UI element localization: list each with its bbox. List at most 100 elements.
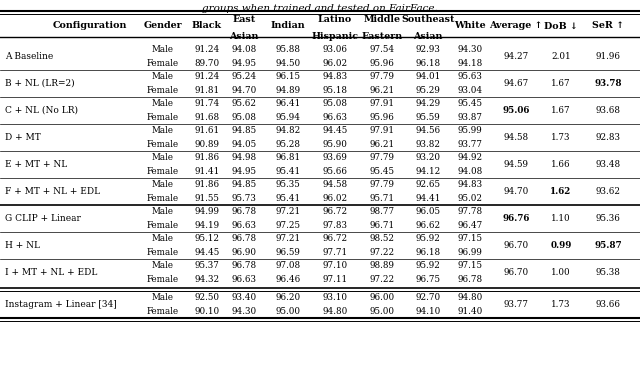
Text: Female: Female	[147, 140, 179, 149]
Text: 94.30: 94.30	[458, 45, 483, 54]
Text: 95.35: 95.35	[276, 180, 300, 189]
Text: 98.77: 98.77	[369, 207, 395, 216]
Text: White: White	[454, 21, 486, 31]
Text: 93.48: 93.48	[595, 160, 621, 169]
Text: 94.29: 94.29	[415, 99, 440, 108]
Text: 96.81: 96.81	[275, 153, 301, 162]
Text: 96.78: 96.78	[232, 261, 257, 270]
Text: 96.63: 96.63	[232, 275, 257, 284]
Text: 97.79: 97.79	[369, 72, 394, 81]
Text: 95.73: 95.73	[232, 194, 257, 203]
Text: 95.63: 95.63	[458, 72, 483, 81]
Text: 97.91: 97.91	[369, 99, 394, 108]
Text: 94.83: 94.83	[458, 180, 483, 189]
Text: Male: Male	[152, 126, 174, 135]
Text: 95.02: 95.02	[458, 194, 483, 203]
Text: 96.18: 96.18	[415, 59, 440, 68]
Text: DoB ↓: DoB ↓	[544, 21, 578, 31]
Text: 96.62: 96.62	[415, 221, 440, 230]
Text: 91.96: 91.96	[595, 52, 621, 61]
Text: 95.66: 95.66	[323, 167, 348, 176]
Text: 97.21: 97.21	[275, 234, 301, 243]
Text: 96.71: 96.71	[369, 221, 395, 230]
Text: Female: Female	[147, 59, 179, 68]
Text: A Baseline: A Baseline	[5, 52, 53, 61]
Text: 95.92: 95.92	[415, 261, 440, 270]
Text: Male: Male	[152, 72, 174, 81]
Text: 95.24: 95.24	[232, 72, 257, 81]
Text: 97.15: 97.15	[458, 261, 483, 270]
Text: 1.67: 1.67	[551, 106, 571, 115]
Text: F + MT + NL + EDL: F + MT + NL + EDL	[5, 187, 100, 196]
Text: Instagram + Linear [34]: Instagram + Linear [34]	[5, 300, 116, 309]
Text: 95.87: 95.87	[594, 241, 622, 250]
Text: 95.41: 95.41	[275, 194, 301, 203]
Text: 95.29: 95.29	[415, 86, 440, 95]
Text: 91.81: 91.81	[195, 86, 220, 95]
Text: 96.99: 96.99	[458, 248, 483, 257]
Text: Male: Male	[152, 180, 174, 189]
Text: 95.38: 95.38	[596, 268, 620, 277]
Text: 94.27: 94.27	[504, 52, 529, 61]
Text: 94.18: 94.18	[458, 59, 483, 68]
Text: 93.87: 93.87	[458, 113, 483, 122]
Text: Asian: Asian	[229, 32, 259, 41]
Text: 94.80: 94.80	[323, 307, 348, 316]
Text: Southeast: Southeast	[401, 15, 455, 24]
Text: 92.50: 92.50	[195, 293, 220, 302]
Text: 98.52: 98.52	[369, 234, 394, 243]
Text: 93.62: 93.62	[595, 187, 621, 196]
Text: 95.96: 95.96	[369, 59, 394, 68]
Text: 95.36: 95.36	[596, 214, 620, 223]
Text: Gender: Gender	[144, 21, 182, 31]
Text: Female: Female	[147, 221, 179, 230]
Text: 91.74: 91.74	[195, 99, 220, 108]
Text: 92.65: 92.65	[415, 180, 440, 189]
Text: 93.77: 93.77	[458, 140, 483, 149]
Text: 94.70: 94.70	[232, 86, 257, 95]
Text: 94.05: 94.05	[232, 140, 257, 149]
Text: 1.73: 1.73	[551, 300, 571, 309]
Text: Hispanic: Hispanic	[312, 32, 358, 41]
Text: 91.24: 91.24	[195, 72, 220, 81]
Text: D + MT: D + MT	[5, 133, 41, 142]
Text: 96.15: 96.15	[275, 72, 301, 81]
Text: 96.63: 96.63	[232, 221, 257, 230]
Text: 96.90: 96.90	[232, 248, 257, 257]
Text: 97.54: 97.54	[369, 45, 395, 54]
Text: 94.19: 94.19	[195, 221, 220, 230]
Text: 93.20: 93.20	[415, 153, 440, 162]
Text: 95.71: 95.71	[369, 194, 394, 203]
Text: Configuration: Configuration	[53, 21, 127, 31]
Text: 96.63: 96.63	[323, 113, 348, 122]
Text: Male: Male	[152, 261, 174, 270]
Text: 94.70: 94.70	[504, 187, 529, 196]
Text: 94.67: 94.67	[504, 79, 529, 88]
Text: 95.41: 95.41	[275, 167, 301, 176]
Text: 92.93: 92.93	[415, 45, 440, 54]
Text: 94.08: 94.08	[232, 45, 257, 54]
Text: 94.59: 94.59	[504, 160, 529, 169]
Text: Indian: Indian	[271, 21, 305, 31]
Text: 97.79: 97.79	[369, 180, 394, 189]
Text: Middle: Middle	[364, 15, 401, 24]
Text: 94.58: 94.58	[323, 180, 348, 189]
Text: 91.86: 91.86	[195, 180, 220, 189]
Text: Male: Male	[152, 207, 174, 216]
Text: 97.25: 97.25	[275, 221, 301, 230]
Text: C + NL (No LR): C + NL (No LR)	[5, 106, 78, 115]
Text: 1.10: 1.10	[551, 214, 571, 223]
Text: 91.55: 91.55	[195, 194, 220, 203]
Text: Female: Female	[147, 167, 179, 176]
Text: 93.10: 93.10	[323, 293, 348, 302]
Text: 94.45: 94.45	[195, 248, 220, 257]
Text: 97.11: 97.11	[323, 275, 348, 284]
Text: 96.70: 96.70	[504, 268, 529, 277]
Text: 94.95: 94.95	[232, 167, 257, 176]
Text: 89.70: 89.70	[195, 59, 220, 68]
Text: Eastern: Eastern	[362, 32, 403, 41]
Text: 97.22: 97.22	[369, 248, 395, 257]
Text: Female: Female	[147, 307, 179, 316]
Text: 96.20: 96.20	[275, 293, 301, 302]
Text: 93.77: 93.77	[504, 300, 529, 309]
